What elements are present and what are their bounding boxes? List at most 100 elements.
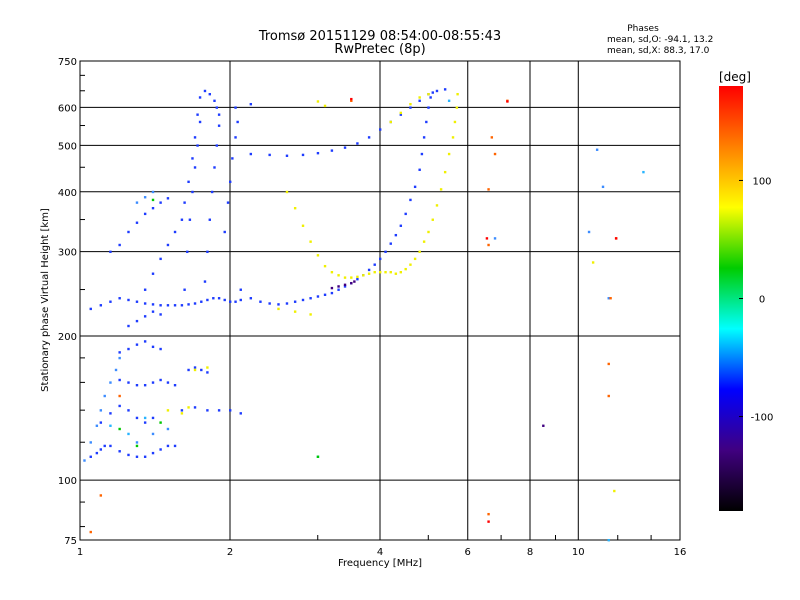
data-point	[191, 190, 194, 194]
data-point	[203, 89, 207, 93]
data-point	[418, 99, 421, 102]
data-point	[277, 307, 280, 311]
data-point	[542, 424, 545, 427]
data-point	[490, 136, 494, 139]
data-point	[166, 427, 170, 431]
data-point	[166, 409, 170, 412]
data-point	[109, 424, 112, 427]
data-point	[330, 291, 334, 295]
data-point	[487, 520, 490, 523]
data-point	[83, 459, 86, 462]
data-point	[213, 166, 216, 169]
data-point	[249, 152, 253, 156]
data-point	[191, 157, 194, 160]
y-tick-label: 200	[58, 332, 77, 343]
data-point	[309, 297, 312, 300]
data-point	[309, 240, 312, 243]
data-point	[151, 303, 155, 306]
colorbar-ticks: 100 0 -100	[739, 176, 774, 424]
x-axis-ticks: 1 2 4 6 8 10 16	[77, 535, 687, 558]
data-point	[210, 190, 214, 194]
chart-subtitle: RwPretec (8p)	[334, 42, 425, 57]
data-point	[607, 297, 610, 300]
data-point	[642, 170, 645, 174]
data-point	[193, 406, 197, 409]
data-point	[614, 237, 618, 240]
data-point	[487, 243, 490, 247]
data-point	[343, 146, 347, 149]
data-point	[231, 157, 234, 160]
data-point	[323, 104, 327, 108]
data-point	[173, 383, 177, 387]
data-point	[447, 152, 451, 156]
x-tick-label: 16	[674, 547, 687, 558]
data-point	[223, 230, 226, 234]
data-point	[316, 151, 320, 155]
x-axis-label: Frequency [MHz]	[338, 558, 422, 569]
data-point	[159, 347, 162, 351]
data-point	[316, 254, 320, 257]
data-point	[456, 92, 459, 96]
colorbar-tick-label: -100	[751, 413, 774, 424]
data-point	[127, 453, 130, 457]
x-tick-label: 6	[465, 547, 471, 558]
y-tick-label: 300	[58, 248, 77, 259]
data-point	[362, 274, 365, 277]
data-point	[135, 455, 139, 458]
data-point	[206, 298, 209, 302]
data-point	[229, 409, 232, 412]
data-point	[208, 92, 211, 96]
data-point	[188, 218, 192, 221]
data-point	[413, 257, 417, 261]
data-point	[159, 201, 162, 204]
y-tick-label: 100	[58, 476, 77, 487]
data-point	[173, 444, 177, 448]
data-point	[200, 368, 203, 372]
data-point	[487, 188, 490, 191]
data-point	[193, 136, 197, 139]
data-point	[217, 124, 221, 127]
data-point	[356, 277, 359, 281]
data-point	[180, 218, 184, 221]
data-point	[350, 281, 353, 285]
data-point	[109, 300, 112, 303]
grid-lines	[80, 61, 680, 540]
data-point	[418, 96, 421, 99]
data-point	[389, 120, 392, 124]
data-point	[337, 288, 340, 291]
data-point	[350, 276, 353, 279]
data-point	[151, 310, 155, 313]
data-point	[293, 310, 297, 313]
data-point	[151, 432, 155, 436]
stats-heading: Phases	[627, 24, 659, 34]
data-point	[422, 240, 426, 243]
data-point	[217, 113, 221, 116]
data-point	[103, 444, 106, 448]
data-point	[200, 300, 203, 303]
data-point	[277, 303, 280, 306]
data-point	[215, 106, 219, 109]
data-point	[187, 303, 190, 306]
data-point	[367, 272, 371, 275]
data-point	[330, 149, 334, 152]
data-point	[159, 304, 162, 307]
x-tick-label: 1	[77, 547, 83, 558]
data-point	[99, 421, 103, 424]
data-point	[226, 201, 230, 204]
data-point	[151, 381, 155, 384]
y-axis-label: Stationary phase Virtual Height [km]	[40, 208, 51, 392]
data-point	[443, 170, 447, 174]
data-point	[337, 274, 340, 277]
data-point	[143, 196, 147, 199]
data-point	[399, 224, 403, 227]
data-point	[118, 351, 121, 354]
data-point	[127, 347, 130, 351]
data-point	[316, 100, 320, 103]
data-point	[198, 120, 202, 124]
data-point	[239, 298, 242, 302]
y-tick-label: 600	[58, 103, 77, 114]
x-tick-label: 10	[572, 547, 585, 558]
data-point	[183, 288, 186, 291]
data-point	[268, 153, 271, 157]
